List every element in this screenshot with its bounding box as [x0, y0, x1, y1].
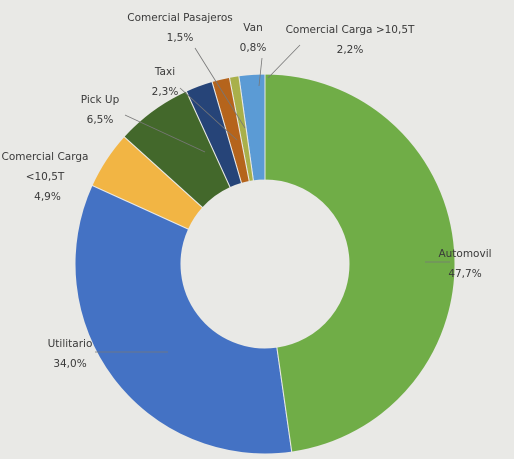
leader-line	[194, 47, 246, 129]
leader-line	[179, 87, 238, 141]
value-label: 0,8%	[239, 42, 267, 54]
data-label: Automovil 47,7%	[420, 244, 510, 284]
donut-slice	[211, 76, 250, 184]
value-label: 47,7%	[448, 268, 482, 280]
category-label: Comercial Carga >10,5T	[285, 24, 415, 36]
category-label: Comercial Pasajeros	[127, 12, 233, 24]
category-label: Comercial Carga <10,5T	[1, 151, 89, 183]
data-label: Comercial Carga >10,5T 2,2%	[275, 20, 425, 60]
category-label: Taxi	[154, 66, 176, 78]
donut-slice	[74, 184, 293, 455]
data-label: Comercial Pasajeros 1,5%	[115, 8, 245, 48]
leader-lines	[95, 44, 450, 353]
donut-slice	[264, 73, 456, 453]
donut-slice	[185, 80, 243, 189]
value-label: 4,9%	[34, 191, 61, 203]
leader-line	[124, 114, 206, 153]
data-label: Pick Up 6,5%	[70, 90, 130, 130]
data-label: Taxi 2,3%	[140, 62, 190, 102]
value-label: 1,5%	[166, 32, 194, 44]
value-label: 2,3%	[151, 86, 179, 98]
donut-slice	[123, 90, 231, 209]
category-label: Utilitario	[47, 338, 93, 350]
donut-slice	[91, 135, 204, 230]
category-label: Automovil	[438, 248, 492, 260]
data-label: Van 0,8%	[228, 18, 278, 58]
data-label: Utilitario 34,0%	[30, 334, 110, 374]
value-label: 2,2%	[336, 44, 364, 56]
leader-line	[267, 44, 301, 79]
value-label: 6,5%	[86, 114, 114, 126]
leader-line	[258, 57, 263, 87]
data-label: Comercial Carga <10,5T 4,9%	[0, 147, 95, 207]
value-label: 34,0%	[53, 358, 87, 370]
category-label: Pick Up	[80, 94, 120, 106]
category-label: Van	[243, 22, 263, 34]
